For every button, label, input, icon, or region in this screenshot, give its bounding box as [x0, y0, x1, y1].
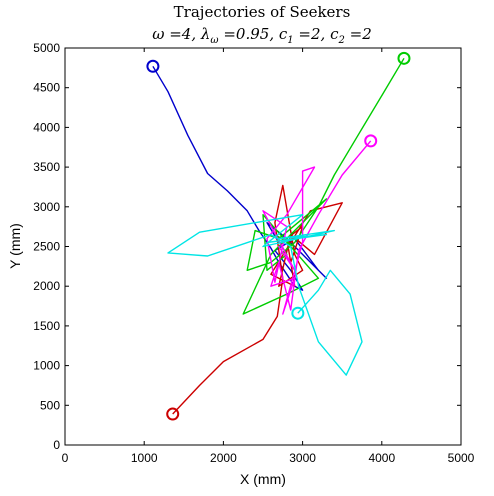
y-tick-label: 1000: [33, 359, 60, 373]
y-tick-label: 500: [40, 398, 60, 412]
x-tick-label: 5000: [448, 451, 475, 465]
y-tick-label: 2500: [33, 240, 60, 254]
seeker-start-marker-1: [146, 59, 160, 73]
chart-title: Trajectories of Seekers: [174, 3, 351, 21]
y-axis-label: Y (mm): [7, 223, 23, 269]
plot-area: [146, 51, 411, 421]
x-axis: 0 1000 2000 3000 4000 5000: [62, 48, 475, 465]
y-tick-label: 5000: [33, 41, 60, 55]
y-tick-label: 1500: [33, 319, 60, 333]
y-tick-label: 4500: [33, 81, 60, 95]
seeker-start-marker-2: [166, 407, 180, 421]
seeker-start-marker-3: [397, 51, 411, 65]
y-tick-label: 2000: [33, 279, 60, 293]
x-tick-label: 4000: [368, 451, 395, 465]
x-tick-label: 3000: [289, 451, 316, 465]
y-axis: 0 500 1000 1500 2000 2500 3000 3500 4000 4500 5000: [33, 41, 461, 452]
x-tick-label: 0: [62, 451, 69, 465]
chart-subtitle: ω =4, λω =0.95, c1 =2, c2 =2: [152, 25, 372, 46]
y-tick-label: 4000: [33, 120, 60, 134]
x-tick-label: 1000: [131, 451, 158, 465]
seeker-trajectory-2: [172, 184, 343, 415]
x-axis-label: X (mm): [240, 471, 286, 487]
seeker-trajectory-4: [262, 140, 372, 315]
y-tick-label: 3500: [33, 160, 60, 174]
seeker-start-marker-5: [291, 306, 305, 320]
y-tick-label: 3000: [33, 200, 60, 214]
seeker-trajectory-5: [167, 213, 363, 376]
y-tick-label: 0: [53, 438, 60, 452]
x-tick-label: 2000: [210, 451, 237, 465]
seeker-start-marker-4: [364, 134, 378, 148]
